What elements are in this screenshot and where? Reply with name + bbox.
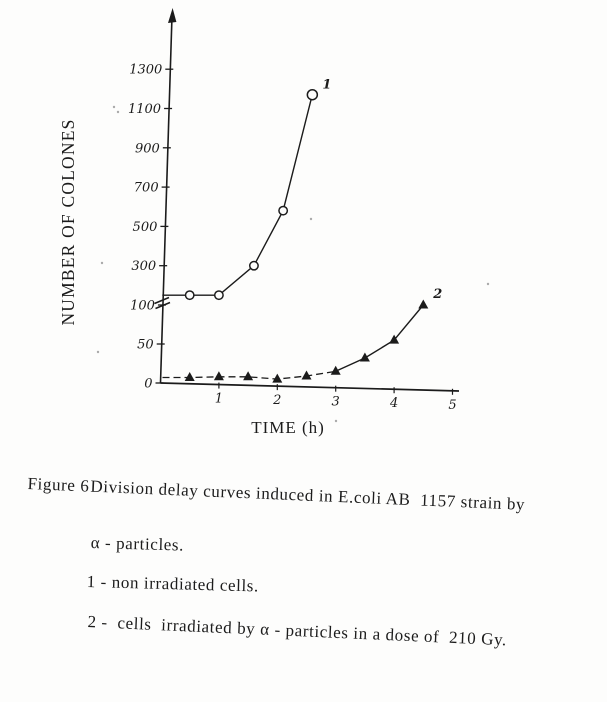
curve-1-marker-open-circle bbox=[278, 205, 289, 216]
scan-noise-dot bbox=[334, 419, 338, 423]
x-axis-line bbox=[160, 382, 460, 392]
x-axis-tick-label: 3 bbox=[332, 395, 340, 410]
scan-noise-dot bbox=[112, 105, 116, 109]
x-axis-tick-label: 4 bbox=[389, 396, 398, 411]
curve-1-marker-open-circle bbox=[184, 290, 195, 301]
figure-chart: 0 50 100 300 500 700 900 1100 1300 1 2 3 4 5 TIME (h) N… bbox=[58, 8, 490, 437]
curve-2-marker-filled-triangle bbox=[330, 365, 341, 375]
figure-caption-title-continuation: α - particles. bbox=[90, 533, 185, 555]
y-axis-tick-label: 300 bbox=[131, 259, 156, 274]
scan-noise-dot bbox=[100, 261, 104, 265]
scan-noise-dot bbox=[116, 110, 120, 114]
y-axis-break-mark bbox=[154, 296, 170, 305]
y-axis-title: NUMBER OF COLONES bbox=[58, 118, 78, 325]
figure-caption-legend-curve2: 2 - cells irradiated by α - particles in… bbox=[87, 612, 508, 650]
y-axis-line bbox=[159, 15, 173, 384]
x-axis-title: TIME (h) bbox=[251, 418, 325, 437]
y-axis-tick-label: 100 bbox=[130, 299, 155, 314]
scan-noise-dot bbox=[96, 350, 100, 354]
curve-2-marker-filled-triangle bbox=[389, 334, 400, 344]
curve-1-marker-open-circle bbox=[306, 88, 319, 101]
y-axis-tick-label: 900 bbox=[135, 141, 160, 156]
figure-caption-title-line: Figure 6Division delay curves induced in… bbox=[27, 474, 525, 515]
curve-1-marker-open-circle bbox=[248, 260, 259, 271]
curve-2-label: 2 bbox=[432, 287, 442, 302]
curve-2-marker-filled-triangle bbox=[184, 372, 195, 382]
x-axis-tick-label: 2 bbox=[272, 393, 281, 408]
y-axis-tick-label: 1300 bbox=[129, 63, 162, 78]
scan-noise-dot bbox=[309, 217, 313, 221]
curve-2-marker-filled-triangle bbox=[243, 371, 254, 381]
curve-2-marker-filled-triangle bbox=[213, 371, 224, 381]
y-axis-tick-label: 0 bbox=[144, 377, 152, 392]
figure-title-text: Division delay curves induced in E.coli … bbox=[90, 476, 526, 514]
figure-number-label: Figure 6 bbox=[27, 474, 90, 496]
y-axis-tick-label: 700 bbox=[134, 181, 159, 196]
x-axis-tick-label: 5 bbox=[448, 398, 456, 413]
curve-2-line-solid bbox=[335, 304, 424, 372]
y-axis-tick-label: 1100 bbox=[128, 102, 161, 117]
curve-2-marker-filled-triangle bbox=[272, 373, 283, 383]
y-axis-tick-label: 500 bbox=[133, 220, 158, 235]
curve-2-marker-filled-triangle bbox=[359, 352, 370, 362]
curve-1-line bbox=[162, 94, 313, 296]
scan-noise-dot bbox=[486, 282, 490, 286]
curve-2-marker-filled-triangle bbox=[418, 299, 429, 309]
curve-1-marker-open-circle bbox=[213, 290, 224, 301]
y-axis-tick-label: 50 bbox=[137, 338, 154, 353]
x-axis-tick-label: 1 bbox=[215, 392, 223, 407]
y-axis-arrowhead-icon bbox=[168, 8, 177, 23]
curve-1-label: 1 bbox=[322, 78, 331, 93]
curve-2-marker-filled-triangle bbox=[301, 370, 312, 380]
figure-caption-legend-curve1: 1 - non irradiated cells. bbox=[86, 572, 260, 596]
